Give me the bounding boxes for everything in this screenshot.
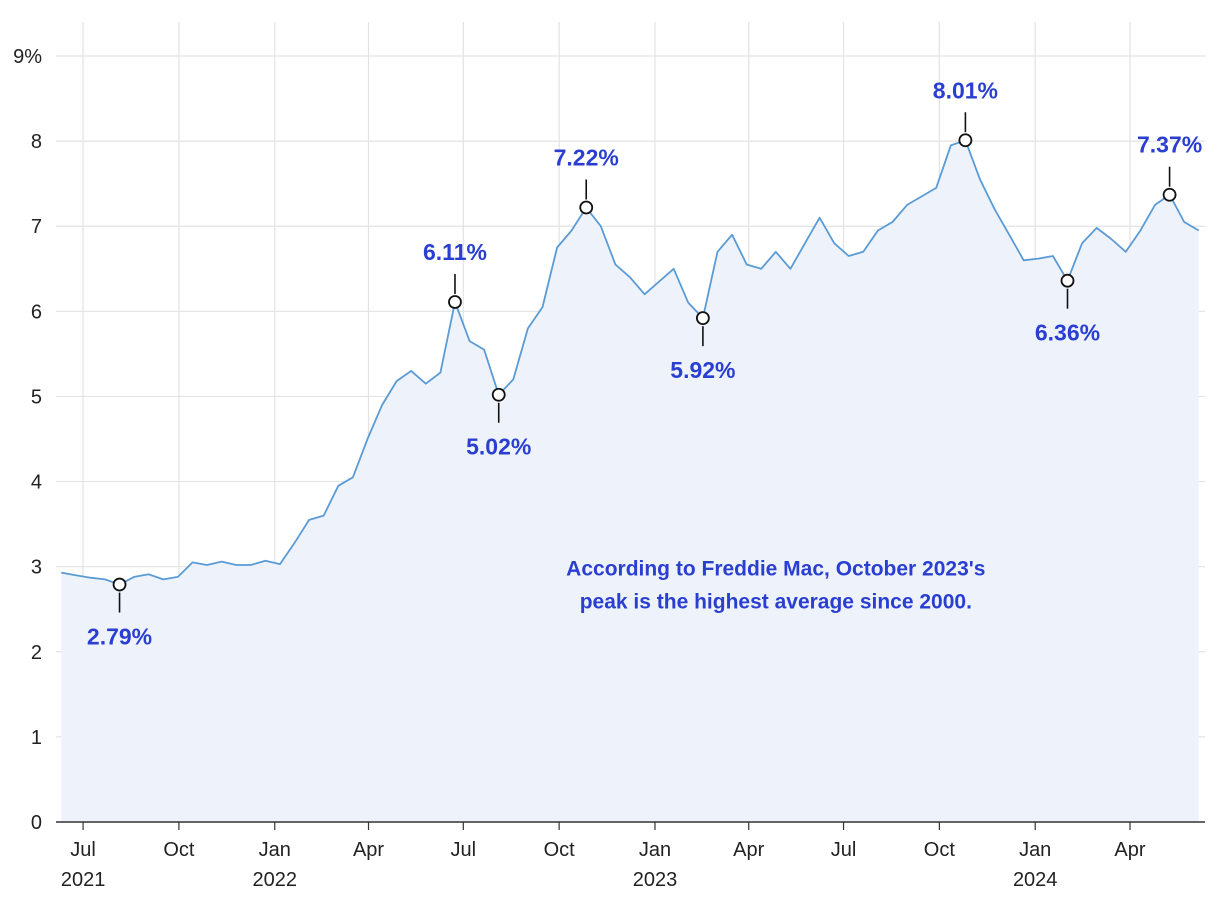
- annotation-point: [1162, 187, 1177, 202]
- axes: 0 1 2 3 4 5 6 7 8 9% Jul 2021 Oct Jan 2022 Apr Jul Oct Jan…: [13, 46, 1205, 891]
- series-area: [61, 139, 1200, 823]
- annotation-point: [579, 200, 594, 215]
- annotation-point: [112, 577, 127, 592]
- x-tick-label: Oct: [924, 839, 956, 861]
- annotation-point: [491, 387, 506, 402]
- x-tick-label: Jul: [831, 839, 857, 861]
- annotation-label: 7.22%: [554, 144, 619, 170]
- x-tick-year-label: 2023: [633, 869, 678, 891]
- x-tick-label: Jul: [70, 839, 96, 861]
- annotation-point: [958, 133, 973, 148]
- y-tick-label: 5: [31, 386, 42, 408]
- annotation-point: [695, 311, 710, 326]
- annotation-label: 6.11%: [423, 239, 487, 265]
- annotations: 2.79% 6.11% 5.02% 7.22% 5.92% 8.01% 6.36% 7.37%: [87, 77, 1202, 649]
- annotation-label: 6.36%: [1035, 320, 1100, 346]
- note-line: According to Freddie Mac, October 2023's: [566, 558, 985, 581]
- series-line: [61, 139, 1200, 586]
- y-tick-label: 8: [31, 131, 42, 153]
- x-tick-label: Apr: [1114, 839, 1145, 861]
- series-area-fill: [61, 140, 1199, 823]
- note-line: peak is the highest average since 2000.: [580, 591, 972, 614]
- y-tick-label: 9%: [13, 46, 42, 68]
- annotation-label: 7.37%: [1137, 132, 1202, 158]
- x-tick-year-label: 2024: [1013, 869, 1058, 891]
- y-tick-label: 0: [31, 812, 42, 834]
- x-tick-year-label: 2022: [253, 869, 298, 891]
- x-tick-label: Jan: [1019, 839, 1051, 861]
- annotation-point: [1060, 273, 1075, 288]
- y-tick-label: 7: [31, 216, 42, 238]
- annotation-label: 5.02%: [466, 434, 531, 460]
- chart-note: According to Freddie Mac, October 2023's…: [566, 558, 985, 614]
- annotation-point: [448, 295, 462, 309]
- annotation-label: 8.01%: [933, 77, 998, 103]
- y-tick-label: 1: [31, 727, 42, 749]
- x-tick-label: Oct: [544, 839, 576, 861]
- y-tick-label: 3: [31, 557, 42, 579]
- x-tick-label: Jul: [451, 839, 477, 861]
- y-tick-label: 2: [31, 642, 42, 664]
- annotation-label: 2.79%: [87, 624, 152, 650]
- x-tick-label: Apr: [733, 839, 764, 861]
- x-tick-label: Apr: [353, 839, 384, 861]
- x-tick-label: Jan: [639, 839, 671, 861]
- x-tick-label: Oct: [163, 839, 195, 861]
- annotation-label: 5.92%: [670, 357, 735, 383]
- x-tick-label: Jan: [259, 839, 291, 861]
- x-tick-year-label: 2021: [61, 869, 106, 891]
- y-tick-label: 6: [31, 301, 42, 323]
- y-tick-label: 4: [31, 472, 42, 494]
